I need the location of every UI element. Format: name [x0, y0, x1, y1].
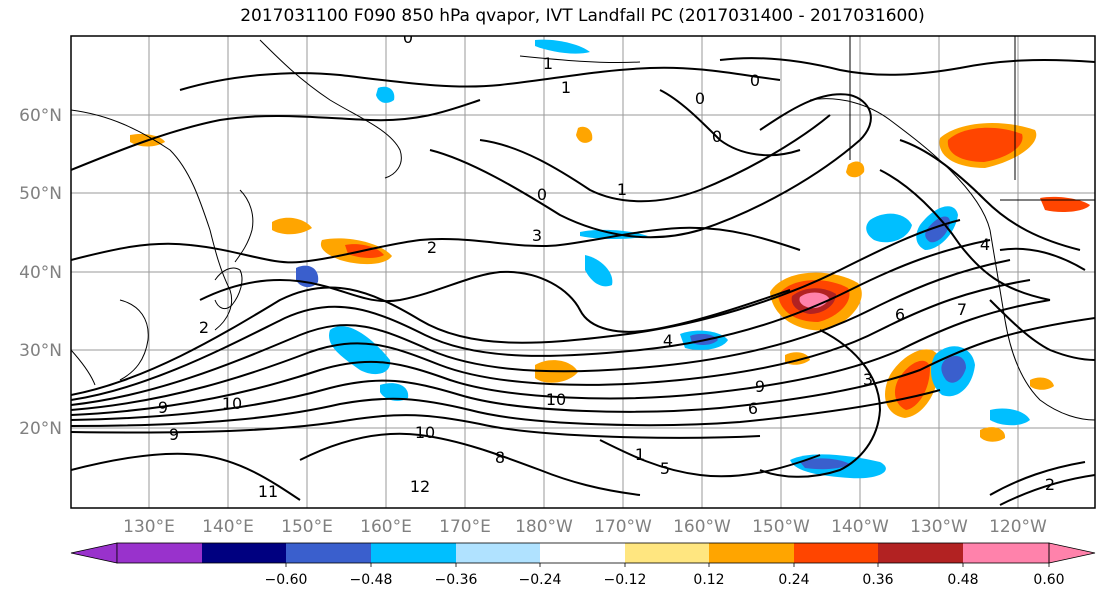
contour-label: 1	[635, 445, 645, 464]
colorbar-tick-label: 0.60	[1033, 572, 1064, 588]
lat-tick-label: 30°N	[19, 341, 62, 361]
contour-label: 2	[427, 238, 437, 257]
chart-title: 2017031100 F090 850 hPa qvapor, IVT Land…	[240, 6, 925, 26]
lon-tick-label: 180°W	[515, 517, 573, 537]
lat-tick-label: 20°N	[19, 419, 62, 439]
colorbar-segment	[286, 543, 371, 563]
lon-tick-label: 140°E	[202, 517, 254, 537]
lon-tick-label: 140°W	[831, 517, 889, 537]
lat-tick-label: 50°N	[19, 184, 62, 204]
lon-tick-label: 130°E	[123, 517, 175, 537]
contour-label: 5	[660, 459, 670, 478]
contour-label: 6	[748, 399, 758, 418]
colorbar-segment	[371, 543, 456, 563]
lon-tick-label: 170°E	[439, 517, 491, 537]
colorbar-segment	[625, 543, 709, 563]
colorbar-tick-label: −0.36	[435, 572, 478, 588]
contour-label: 6	[895, 305, 905, 324]
contour-label: 2	[1045, 475, 1055, 494]
lon-tick-label: 150°E	[281, 517, 333, 537]
colorbar-tick-label: −0.60	[265, 572, 308, 588]
lon-tick-label: 150°W	[752, 517, 810, 537]
contour-label: 8	[495, 448, 505, 467]
contour-label: 0	[537, 185, 547, 204]
colorbar-segment	[709, 543, 794, 563]
contour-label: 7	[957, 300, 967, 319]
contour-label: 12	[410, 477, 430, 496]
contour-label: 4	[980, 235, 990, 254]
colorbar-segment	[878, 543, 963, 563]
lat-tick-label: 60°N	[19, 106, 62, 126]
qvapor-shading	[130, 39, 1090, 479]
contour-label: 9	[158, 398, 168, 417]
contour-label: 10	[415, 423, 435, 442]
colorbar-segment	[540, 543, 625, 563]
colorbar-segment	[963, 543, 1049, 563]
contour-label: 4	[663, 331, 673, 350]
colorbar-tick-label: 0.12	[693, 572, 724, 588]
contour-label: 1	[617, 180, 627, 199]
longitude-labels: 130°E 140°E 150°E 160°E 170°E 180°W 170°W 160°W…	[123, 517, 1047, 537]
lat-tick-label: 40°N	[19, 263, 62, 283]
lon-tick-label: 160°E	[360, 517, 412, 537]
contour-label: 10	[546, 390, 566, 409]
colorbar-extend-max	[1048, 542, 1096, 564]
contour-label: 0	[695, 89, 705, 108]
contour-label: 1	[543, 54, 553, 73]
coastlines	[71, 36, 1095, 421]
colorbar-tick-label: −0.24	[519, 572, 562, 588]
colorbar-segment	[117, 543, 202, 563]
contour-label: 3	[532, 226, 542, 245]
contour-label: 0	[712, 127, 722, 146]
colorbar-tick-label: 0.36	[862, 572, 893, 588]
colorbar-segment	[794, 543, 878, 563]
lon-tick-label: 130°W	[910, 517, 968, 537]
colorbar-tick-label: −0.48	[350, 572, 393, 588]
latitude-labels: 60°N 50°N 40°N 30°N 20°N	[19, 106, 62, 439]
contour-label: 3	[863, 370, 873, 389]
lon-tick-label: 160°W	[673, 517, 731, 537]
contour-label: 10	[222, 394, 242, 413]
contour-label: 1	[561, 78, 571, 97]
colorbar-tick-label: 0.48	[947, 572, 978, 588]
gridlines	[71, 36, 1095, 508]
colorbar-frame	[116, 542, 1050, 564]
colorbar-extend-min	[70, 542, 118, 564]
lon-tick-label: 120°W	[989, 517, 1047, 537]
colorbar-segment	[456, 543, 540, 563]
colorbar: −0.60 −0.48 −0.36 −0.24 −0.12 0.12 0.24 0.36 0.4…	[70, 542, 1096, 588]
colorbar-tick-label: −0.12	[604, 572, 647, 588]
map-frame	[70, 35, 1096, 509]
lon-tick-label: 170°W	[594, 517, 652, 537]
colorbar-tick-label: 0.24	[778, 572, 809, 588]
contour-label: 9	[755, 377, 765, 396]
contour-label: 11	[258, 482, 278, 501]
contour-label: 0	[750, 71, 760, 90]
contour-label: 2	[199, 318, 209, 337]
ivt-contours	[71, 57, 1095, 506]
contour-label: 9	[169, 425, 179, 444]
contour-label: 0	[403, 28, 413, 47]
colorbar-segment	[202, 543, 286, 563]
